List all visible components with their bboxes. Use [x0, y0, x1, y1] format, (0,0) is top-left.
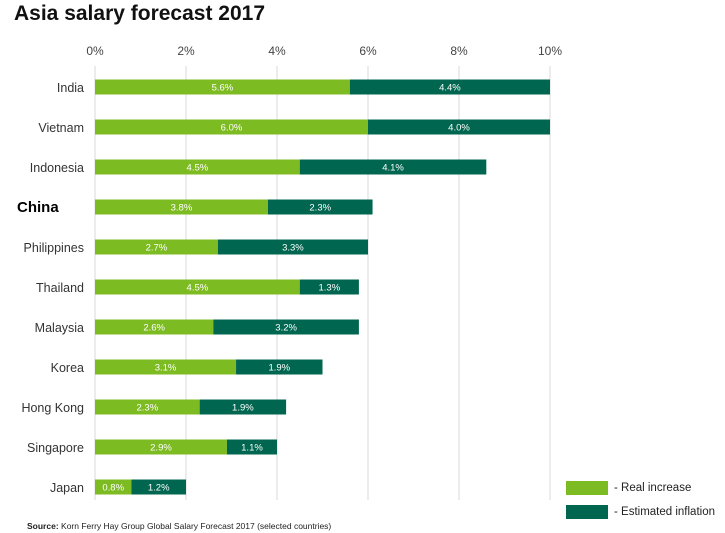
- data-label-inflation: 1.1%: [241, 443, 263, 454]
- data-label-inflation: 1.9%: [232, 403, 254, 414]
- data-label-inflation: 4.1%: [382, 163, 404, 174]
- x-tick-label: 10%: [538, 44, 562, 58]
- category-label: Singapore: [27, 441, 84, 455]
- x-axis-ticks: 0% 2% 4% 6% 8% 10%: [86, 44, 562, 58]
- data-label-real: 3.1%: [155, 363, 177, 374]
- data-label-inflation: 4.0%: [448, 123, 470, 134]
- category-label: Indonesia: [30, 161, 84, 175]
- bar-estimated-inflation: [368, 119, 550, 135]
- category-label: Korea: [51, 361, 84, 375]
- data-label-inflation: 3.3%: [282, 243, 304, 254]
- bar-estimated-inflation: [299, 279, 359, 295]
- data-labels: 5.6% 4.4% 6.0% 4.0% 4.5% 4.1% 3.8% 2.3% 2.7% 3.3%…: [102, 83, 470, 494]
- data-label-inflation: 1.9%: [268, 363, 290, 374]
- legend-label-real: - Real increase: [614, 482, 692, 494]
- bar-estimated-inflation: [131, 479, 186, 495]
- category-label: Japan: [50, 481, 84, 495]
- bar-estimated-inflation: [299, 159, 487, 175]
- x-tick-label: 2%: [177, 44, 195, 58]
- chart-title: Asia salary forecast 2017: [14, 2, 266, 25]
- legend-item-real: - Real increase: [566, 481, 725, 495]
- category-labels: India Vietnam Indonesia China Philippines Tha…: [17, 81, 84, 495]
- bar-real-increase: [95, 159, 300, 175]
- data-label-real: 0.8%: [102, 483, 124, 494]
- legend-label-inflation: - Estimated inflation: [614, 506, 715, 518]
- data-label-real: 6.0%: [221, 123, 243, 134]
- data-label-real: 2.7%: [146, 243, 168, 254]
- x-tick-label: 8%: [450, 44, 468, 58]
- bar-real-increase: [95, 279, 300, 295]
- category-label: Thailand: [36, 281, 84, 295]
- source-label: Source:: [27, 521, 59, 531]
- data-label-inflation: 3.2%: [275, 323, 297, 334]
- x-tick-label: 6%: [359, 44, 377, 58]
- bar-estimated-inflation: [267, 199, 373, 215]
- data-label-inflation: 2.3%: [309, 203, 331, 214]
- bar-real-increase: [95, 439, 227, 455]
- bar-real-increase: [95, 119, 368, 135]
- category-label: Philippines: [24, 241, 84, 255]
- data-label-inflation: 4.4%: [439, 83, 461, 94]
- data-label-real: 2.9%: [150, 443, 172, 454]
- bar-estimated-inflation: [217, 239, 368, 255]
- bar-real-increase: [95, 239, 218, 255]
- bar-real-increase: [95, 79, 350, 95]
- data-label-real: 5.6%: [212, 83, 234, 94]
- legend-swatch-real: [566, 481, 608, 495]
- source-note: Source: Korn Ferry Hay Group Global Sala…: [27, 521, 331, 531]
- legend-swatch-inflation: [566, 505, 608, 519]
- bar-estimated-inflation: [226, 439, 277, 455]
- legend: - Real increase - Estimated inflation: [566, 481, 725, 523]
- bar-real-increase: [95, 199, 268, 215]
- bar-real-increase: [95, 479, 132, 495]
- category-label: Vietnam: [38, 121, 84, 135]
- bars: [95, 79, 550, 495]
- bar-real-increase: [95, 399, 200, 415]
- category-label: China: [17, 199, 59, 216]
- category-label: Malaysia: [35, 321, 84, 335]
- data-label-inflation: 1.3%: [318, 283, 340, 294]
- data-label-real: 3.8%: [171, 203, 193, 214]
- data-label-inflation: 1.2%: [148, 483, 170, 494]
- bar-estimated-inflation: [236, 359, 323, 375]
- category-label: Hong Kong: [21, 401, 84, 415]
- x-tick-label: 0%: [86, 44, 104, 58]
- data-label-real: 4.5%: [187, 283, 209, 294]
- category-label: India: [57, 81, 84, 95]
- x-tick-label: 4%: [268, 44, 286, 58]
- data-label-real: 4.5%: [187, 163, 209, 174]
- source-text: Korn Ferry Hay Group Global Salary Forec…: [61, 521, 332, 531]
- data-label-real: 2.6%: [143, 323, 165, 334]
- bar-estimated-inflation: [349, 79, 550, 95]
- bar-real-increase: [95, 319, 214, 335]
- bar-real-increase: [95, 359, 237, 375]
- bar-estimated-inflation: [199, 399, 287, 415]
- legend-item-inflation: - Estimated inflation: [566, 505, 725, 519]
- bar-estimated-inflation: [213, 319, 359, 335]
- data-label-real: 2.3%: [136, 403, 158, 414]
